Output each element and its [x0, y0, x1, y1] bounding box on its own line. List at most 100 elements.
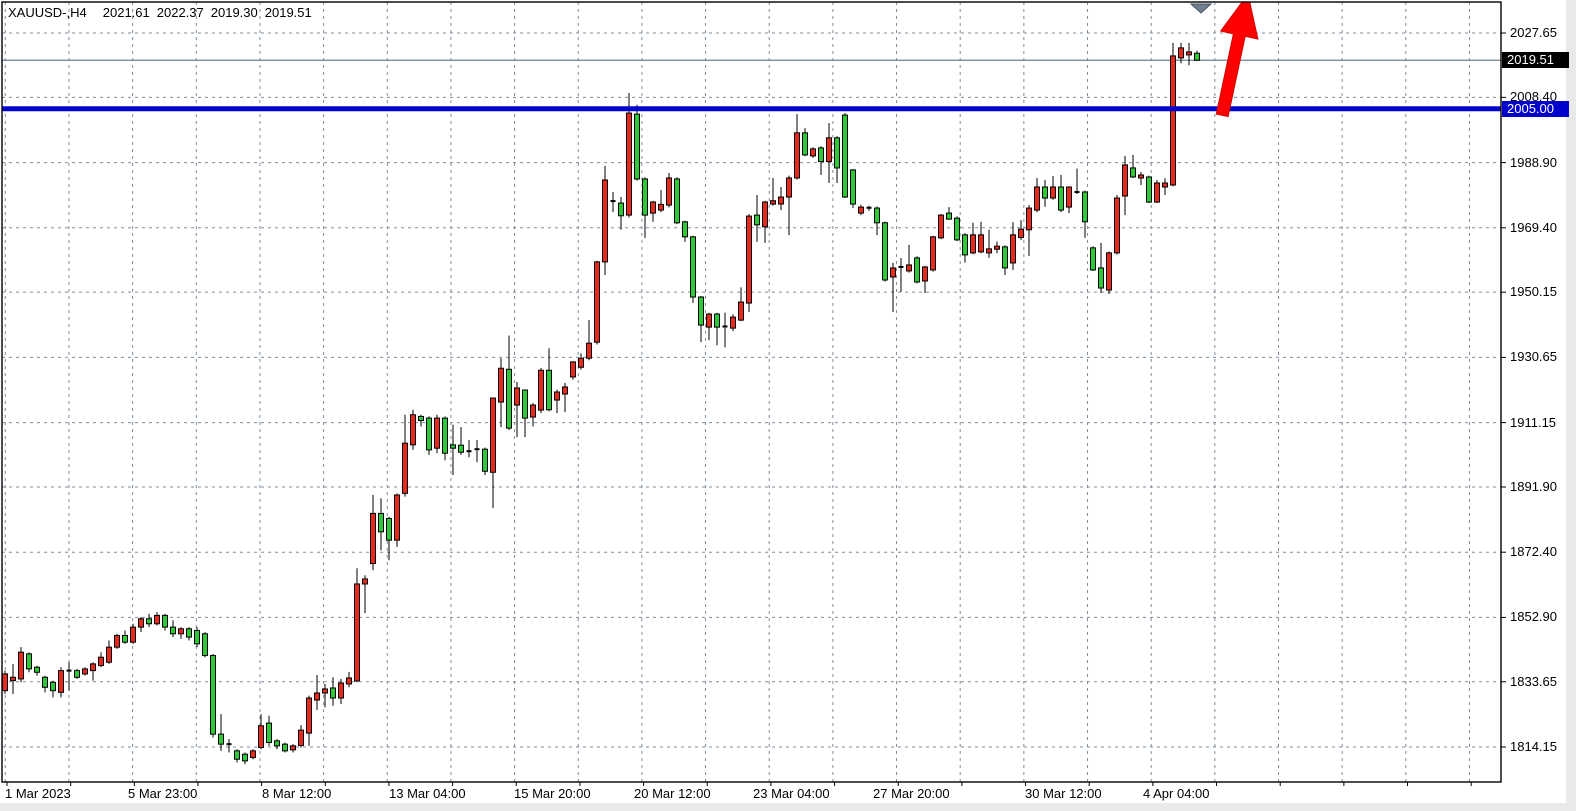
candle — [282, 743, 288, 752]
candle — [178, 628, 184, 635]
candle — [842, 114, 848, 198]
price-axis-label: 1950.15 — [1510, 284, 1557, 300]
chart-shift-marker-icon[interactable] — [1189, 3, 1213, 14]
candle — [242, 753, 248, 762]
candle — [82, 668, 88, 675]
candle — [138, 618, 144, 628]
candle — [714, 313, 720, 328]
candle — [554, 391, 560, 401]
time-axis-label: 1 Mar 2023 — [5, 786, 71, 801]
candle — [98, 656, 104, 667]
candle — [938, 214, 944, 239]
candle — [386, 517, 392, 541]
candle — [946, 212, 952, 220]
candle — [962, 234, 968, 256]
candle — [1010, 234, 1016, 264]
ohlc-high: 2022.37 — [156, 5, 204, 20]
candle — [2, 673, 8, 692]
candle — [162, 614, 168, 628]
candle — [90, 663, 96, 672]
candle — [634, 113, 640, 180]
price-axis-label: 1988.90 — [1510, 154, 1557, 170]
candle — [290, 745, 296, 751]
candle — [538, 369, 544, 411]
time-axis-label: 13 Mar 04:00 — [389, 786, 466, 801]
candle — [834, 137, 840, 169]
candle — [442, 417, 448, 454]
candle — [586, 342, 592, 359]
candle — [402, 442, 408, 494]
candle — [42, 676, 48, 688]
candle — [18, 651, 24, 680]
candle — [1186, 51, 1192, 56]
candle — [1042, 186, 1048, 199]
candle — [258, 725, 264, 749]
candle — [682, 221, 688, 238]
price-axis-label: 1969.40 — [1510, 219, 1557, 235]
candle — [450, 444, 456, 449]
candle — [322, 688, 328, 694]
candle — [618, 202, 624, 217]
candle — [738, 301, 744, 321]
plot-area[interactable] — [2, 0, 1501, 782]
candle — [50, 681, 56, 692]
candle — [930, 236, 936, 271]
time-axis-label: 23 Mar 04:00 — [753, 786, 830, 801]
candle — [594, 261, 600, 343]
candle — [570, 361, 576, 378]
candle — [890, 267, 896, 278]
candle — [1122, 164, 1128, 197]
ohlc-open: 2021.61 — [102, 5, 150, 20]
candle — [314, 692, 320, 701]
candle — [210, 655, 216, 735]
candle — [706, 313, 712, 328]
candle — [922, 266, 928, 282]
candle — [786, 177, 792, 198]
candle — [666, 177, 672, 206]
candle — [1130, 167, 1136, 178]
candle — [906, 264, 912, 272]
candle — [434, 417, 440, 449]
arrow-up-icon[interactable] — [1215, 0, 1259, 118]
candle — [818, 147, 824, 163]
time-axis-label: 8 Mar 12:00 — [262, 786, 332, 801]
candle — [850, 169, 856, 205]
candle — [810, 148, 816, 157]
candle — [578, 357, 584, 368]
candle — [418, 415, 424, 421]
candle — [802, 132, 808, 156]
hline-price-chip: 2005.00 — [1502, 100, 1569, 117]
candle — [362, 578, 368, 585]
candle — [106, 646, 112, 663]
candle — [514, 387, 520, 406]
candle — [34, 666, 40, 673]
plot-border — [1, 1, 1502, 783]
candle — [1178, 47, 1184, 59]
time-axis-label: 27 Mar 20:00 — [873, 786, 950, 801]
candle — [426, 417, 432, 451]
candle — [186, 628, 192, 638]
ohlc-close: 2019.51 — [264, 5, 312, 20]
candle — [338, 682, 344, 699]
ohlc-low: 2019.30 — [210, 5, 258, 20]
candle — [530, 404, 536, 418]
candle — [130, 626, 136, 643]
candle — [954, 217, 960, 241]
candle — [794, 132, 800, 179]
time-axis-label: 5 Mar 23:00 — [128, 786, 198, 801]
candle — [1090, 247, 1096, 271]
candle — [658, 203, 664, 211]
candle — [266, 722, 272, 743]
candle — [650, 201, 656, 214]
candle — [74, 670, 80, 678]
candle — [1138, 174, 1144, 179]
chart-title: XAUUSD-,H4 2021.61 2022.37 2019.30 2019.51 — [8, 5, 319, 20]
candle — [1002, 246, 1008, 269]
candle — [1146, 176, 1152, 203]
candle — [354, 583, 360, 682]
candle — [970, 234, 976, 254]
candle — [826, 137, 832, 163]
candle — [858, 206, 864, 214]
candle — [394, 494, 400, 541]
